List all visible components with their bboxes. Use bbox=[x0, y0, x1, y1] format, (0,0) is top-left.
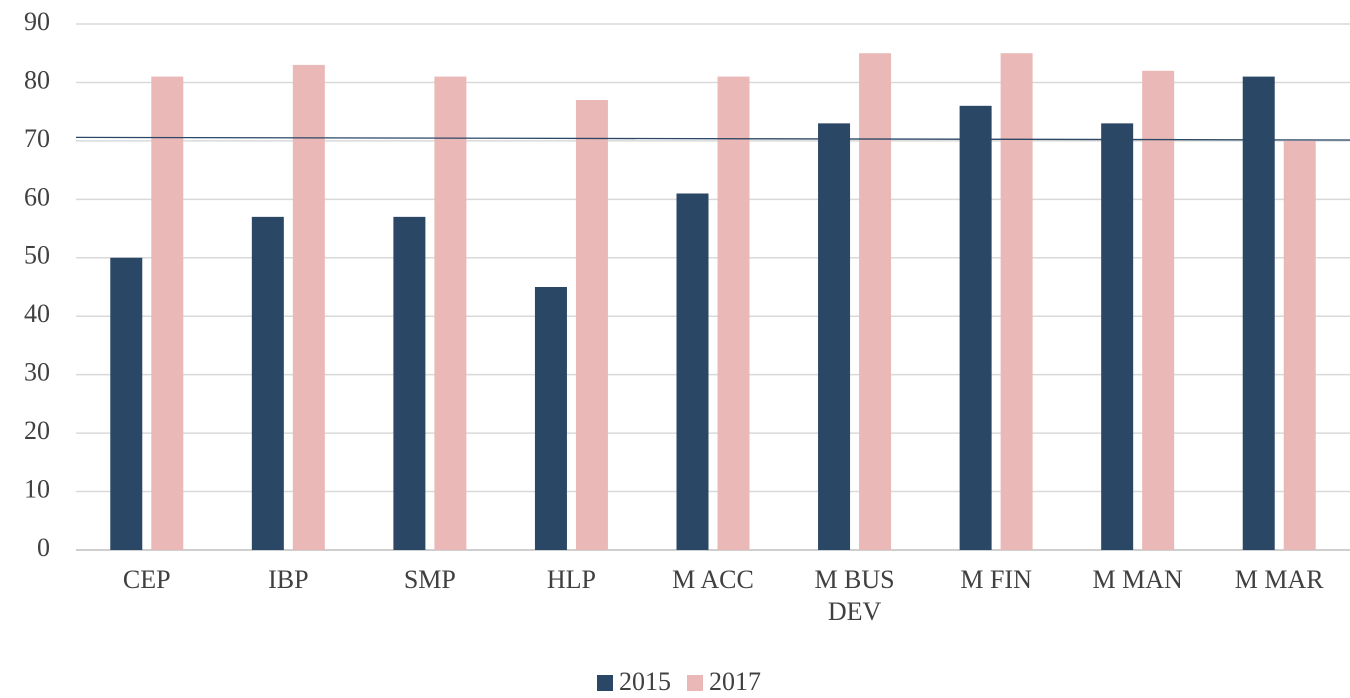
y-tick-label: 90 bbox=[24, 7, 50, 36]
bar bbox=[717, 76, 750, 550]
bar bbox=[676, 193, 709, 550]
y-tick-label: 40 bbox=[24, 299, 50, 328]
x-tick-label: HLP bbox=[546, 565, 596, 594]
reference-line bbox=[75, 136, 1350, 141]
bar bbox=[393, 216, 426, 550]
x-tick-label: M FIN bbox=[960, 565, 1032, 594]
bar bbox=[818, 123, 851, 550]
y-tick-label: 60 bbox=[24, 182, 50, 211]
y-tick-label: 70 bbox=[24, 124, 50, 153]
x-tick-label: CEP bbox=[122, 565, 171, 594]
legend-swatch bbox=[597, 675, 613, 691]
y-tick-label: 0 bbox=[37, 533, 50, 562]
legend-label: 2017 bbox=[709, 667, 761, 696]
y-tick-label: 20 bbox=[24, 416, 50, 445]
y-tick-label: 80 bbox=[24, 65, 50, 94]
y-tick-label: 30 bbox=[24, 358, 50, 387]
x-tick-label: IBP bbox=[268, 565, 309, 594]
bar bbox=[151, 76, 184, 550]
bar bbox=[292, 64, 325, 551]
bar bbox=[1283, 140, 1316, 550]
bar bbox=[1242, 76, 1275, 550]
bar bbox=[575, 99, 608, 550]
bar bbox=[1101, 123, 1134, 550]
bar bbox=[534, 287, 567, 550]
bar bbox=[1000, 53, 1033, 550]
x-tick-label: SMP bbox=[403, 565, 456, 594]
bar bbox=[1142, 70, 1175, 550]
x-tick-label: M MAR bbox=[1234, 565, 1324, 594]
bar bbox=[434, 76, 467, 550]
y-tick-label: 50 bbox=[24, 241, 50, 270]
x-tick-label: M BUS DEV bbox=[814, 565, 895, 626]
bar bbox=[959, 105, 992, 551]
x-tick-label: M ACC bbox=[672, 565, 754, 594]
legend-label: 2015 bbox=[619, 667, 671, 696]
bar bbox=[110, 257, 143, 550]
y-tick-label: 10 bbox=[24, 475, 50, 504]
bar bbox=[251, 216, 284, 550]
x-tick-label: M MAN bbox=[1092, 565, 1183, 594]
bar bbox=[859, 53, 892, 550]
legend-swatch bbox=[687, 675, 703, 691]
